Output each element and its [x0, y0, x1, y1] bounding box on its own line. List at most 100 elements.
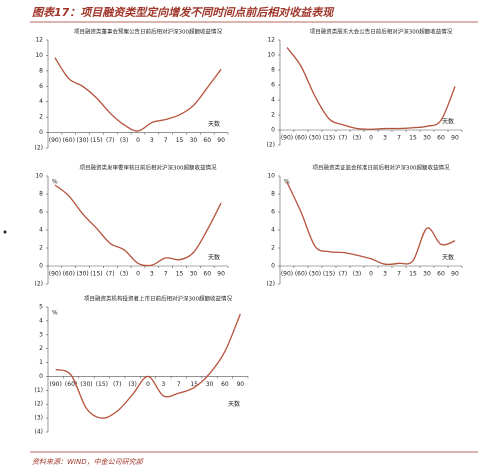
x-tick-label: (7) [339, 271, 348, 278]
x-tick-label: 7 [164, 271, 168, 278]
x-tick-label: 60 [203, 137, 211, 144]
x-tick-label: (90) [281, 271, 293, 278]
y-tick-label: 0 [271, 263, 275, 270]
x-tick-label: (7) [113, 381, 122, 388]
x-tick-label: 60 [221, 381, 229, 388]
y-tick-label: 12 [267, 37, 275, 44]
x-tick-label: (15) [323, 271, 335, 278]
x-tick-label: 0 [136, 137, 140, 144]
x-tick-label: 30 [190, 137, 198, 144]
x-tick-label: 15 [409, 271, 417, 278]
x-tick-label: (30) [309, 135, 321, 142]
y-tick-label: 4 [39, 98, 43, 105]
y-tick-label: 2 [39, 245, 43, 252]
x-tick-label: 15 [176, 271, 184, 278]
x-tick-label: 0 [136, 271, 140, 278]
source: 资料来源：WIND，中金公司研究部 [32, 458, 144, 466]
x-axis-label: 天数 [228, 400, 240, 408]
y-tick-label: 6 [271, 209, 275, 216]
subtitle: 项目融资类证监会核准日前后相对沪深300超额收益情况 [313, 164, 450, 172]
subtitle: 项目融资类发审委审核日前后相对沪深300超额收益情况 [80, 164, 217, 172]
data-line [286, 47, 456, 130]
subtitle: 项目融资类董事会预案公告日前后相对沪深300超额收益情况 [74, 28, 222, 36]
x-tick-label: (30) [80, 381, 92, 388]
x-tick-label: 90 [451, 271, 459, 278]
y-tick-label: 6 [271, 82, 275, 89]
x-tick-label: 7 [397, 271, 401, 278]
x-tick-label: (90) [50, 381, 62, 388]
y-tick-label: 0 [39, 373, 43, 380]
x-tick-label: (90) [49, 137, 61, 144]
x-tick-label: 3 [383, 271, 387, 278]
y-tick-label: 8 [271, 191, 275, 198]
bullet [3, 230, 7, 234]
x-tick-label: (15) [90, 137, 102, 144]
y-tick-label: (2) [35, 401, 44, 408]
data-line [54, 184, 222, 267]
x-tick-label: (7) [106, 271, 115, 278]
x-tick-label: (7) [339, 135, 348, 142]
x-tick-label: (3) [353, 271, 362, 278]
y-tick-label: 4 [39, 317, 43, 324]
y-tick-label: 0 [39, 129, 43, 136]
x-tick-label: 15 [176, 137, 184, 144]
y-tick-label: 2 [271, 112, 275, 119]
x-tick-label: (60) [63, 271, 75, 278]
x-axis-label: 天数 [208, 120, 220, 128]
x-axis-label: 天数 [442, 118, 454, 126]
page-title: 图表17：项目融资类型定向增发不同时间点前后相对收益表现 [32, 6, 335, 19]
x-tick-label: (60) [295, 135, 307, 142]
x-tick-label: 3 [150, 271, 154, 278]
x-tick-label: (7) [106, 137, 115, 144]
x-axis-label: 天数 [442, 254, 454, 262]
y-tick-label: 12 [35, 37, 43, 44]
y-tick-label: 10 [35, 52, 43, 59]
y-tick-label: 6 [39, 83, 43, 90]
data-line [286, 182, 456, 266]
y-tick-label: 10 [267, 52, 275, 59]
y-tick-label: 10 [35, 173, 43, 180]
data-line [54, 57, 222, 132]
x-tick-label: (30) [76, 137, 88, 144]
x-tick-label: (60) [65, 381, 77, 388]
x-tick-label: (15) [96, 381, 108, 388]
x-tick-label: 7 [397, 135, 401, 142]
x-tick-label: 30 [190, 271, 198, 278]
y-tick-label: (2) [267, 281, 276, 288]
y-tick-label: (2) [267, 142, 276, 149]
x-tick-label: (90) [281, 135, 293, 142]
y-tick-label: (1) [35, 387, 44, 394]
x-tick-label: 30 [423, 271, 431, 278]
x-tick-label: (30) [309, 271, 321, 278]
x-tick-label: 3 [150, 137, 154, 144]
y-tick-label: 2 [271, 245, 275, 252]
x-tick-label: 30 [423, 135, 431, 142]
data-line [55, 313, 241, 419]
subtitle: 项目融资类机构投资者上市日前后相对沪深300超额收益情况 [84, 295, 232, 303]
x-tick-label: (3) [120, 271, 129, 278]
x-tick-label: (15) [323, 135, 335, 142]
y-tick-label: 3 [39, 331, 43, 338]
y-tick-label: 6 [39, 209, 43, 216]
x-tick-label: 90 [217, 271, 225, 278]
x-tick-label: (30) [76, 271, 88, 278]
y-tick-label: 4 [271, 97, 275, 104]
y-tick-label: 2 [39, 114, 43, 121]
x-tick-label: (3) [120, 137, 129, 144]
x-tick-label: 90 [451, 135, 459, 142]
x-tick-label: 3 [383, 135, 387, 142]
x-tick-label: 3 [161, 381, 165, 388]
y-axis-label: % [52, 179, 58, 186]
x-tick-label: 30 [206, 381, 214, 388]
y-tick-label: (3) [35, 415, 44, 422]
x-tick-label: 90 [217, 137, 225, 144]
y-tick-label: (2) [35, 281, 44, 288]
x-tick-label: (90) [49, 271, 61, 278]
x-tick-label: (60) [63, 137, 75, 144]
x-tick-label: 60 [203, 271, 211, 278]
y-tick-label: 0 [39, 263, 43, 270]
y-tick-label: 8 [271, 67, 275, 74]
x-tick-label: 15 [409, 135, 417, 142]
y-tick-label: 2 [39, 345, 43, 352]
